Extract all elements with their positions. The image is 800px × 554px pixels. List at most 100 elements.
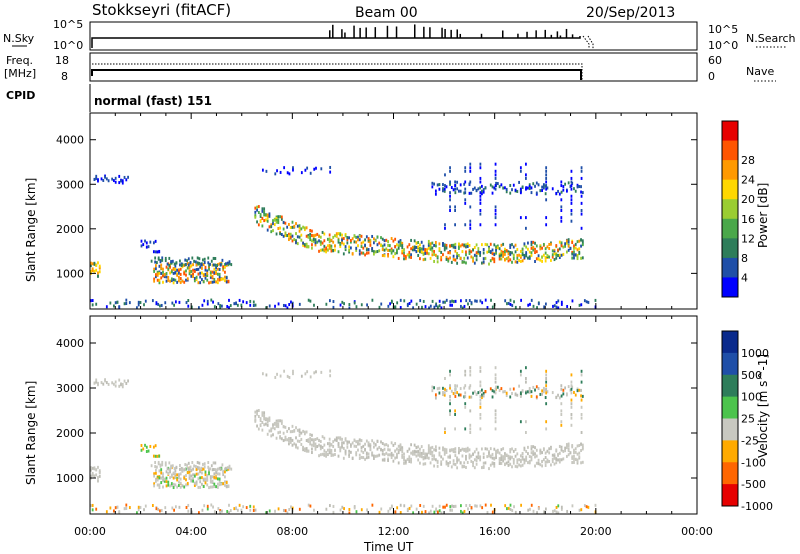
velocity-cell [276,372,278,376]
power-cell [447,259,450,263]
velocity-cell [444,377,446,380]
power-cell [353,234,356,238]
velocity-cell [545,391,548,395]
velocity-cell [525,431,527,434]
velocity-cell [449,398,451,402]
power-cell [399,243,402,247]
power-cell [445,255,448,259]
power-cell [459,256,462,260]
velocity-cell [401,450,404,454]
power-cell [288,222,290,226]
velocity-cell [555,461,558,465]
power-cell [348,303,351,307]
power-cell [435,304,438,308]
velocity-cell [434,445,437,449]
velocity-cell [500,454,503,458]
time-axis-label: Time UT [363,540,414,554]
power-cell [553,258,556,262]
power-cell [415,302,418,306]
power-cell [525,162,527,166]
velocity-cell [545,427,548,431]
velocity-cell [498,457,501,461]
velocity-cell [431,389,434,393]
velocity-cell [188,476,191,480]
velocity-cell [309,433,312,437]
velocity-cell [203,465,206,469]
power-cell [454,249,457,253]
power-cell [570,169,573,173]
velocity-cell [558,396,561,400]
velocity-cell [172,482,175,486]
velocity-cell [580,431,583,434]
power-cell [580,226,583,230]
velocity-cell [399,443,402,447]
velocity-cell [530,455,533,459]
velocity-cell [389,507,392,511]
power-cell [222,277,225,281]
velocity-cell [482,465,485,469]
power-cell [221,304,223,308]
power-cell [314,233,317,237]
velocity-cell [222,469,225,473]
power-cell [475,299,478,303]
velocity-cell [228,466,231,470]
power-cell [355,246,358,250]
power-cell [537,257,540,261]
colorbar-tick-label: -500 [741,478,766,491]
power-cell [411,248,414,252]
power-cell [464,198,467,202]
power-cell [211,275,214,279]
power-cell [431,249,434,253]
power-cell [280,233,283,237]
velocity-cell [181,484,184,488]
power-cell [536,306,538,310]
velocity-cell [95,380,98,384]
nsearch-tick-bottom: 10^0 [708,39,738,52]
colorbar-segment [722,277,738,298]
power-cell [445,298,448,302]
velocity-cell [334,448,336,452]
power-cell [450,186,453,190]
power-cell [292,166,294,170]
power-cell [433,305,436,309]
power-cell [154,260,157,264]
power-cell [179,267,182,271]
colorbar-segment [722,121,738,142]
freq-label: Freq. [6,54,33,67]
velocity-cell [160,471,163,475]
power-cell [193,277,196,281]
power-cell [172,267,175,271]
power-cell [406,253,409,257]
velocity-cell [288,508,291,512]
power-cell [266,214,269,218]
power-cell [449,303,452,307]
power-cell [192,263,194,267]
power-cell [456,256,459,260]
velocity-cell [213,475,216,479]
velocity-cell [477,451,480,455]
velocity-cell [153,474,156,478]
velocity-cell [581,447,584,451]
velocity-cell [494,366,497,370]
velocity-cell [493,447,496,451]
power-cell [576,185,579,189]
power-cell [464,169,467,173]
velocity-cell [581,443,584,447]
colorbar-segment [722,238,738,259]
velocity-cell [342,456,345,460]
power-cell [190,264,193,268]
velocity-cell [424,510,427,514]
power-cell [436,183,439,187]
power-cell [98,266,101,270]
power-cell [174,269,177,273]
velocity-cell [558,451,561,455]
power-cell [274,172,277,176]
power-cell [468,182,471,186]
power-cell [280,217,283,221]
velocity-cell [341,445,343,449]
power-cell [452,245,455,249]
power-cell [210,259,213,263]
power-cell [486,250,489,254]
power-cell [428,306,430,310]
power-cell [95,176,98,180]
